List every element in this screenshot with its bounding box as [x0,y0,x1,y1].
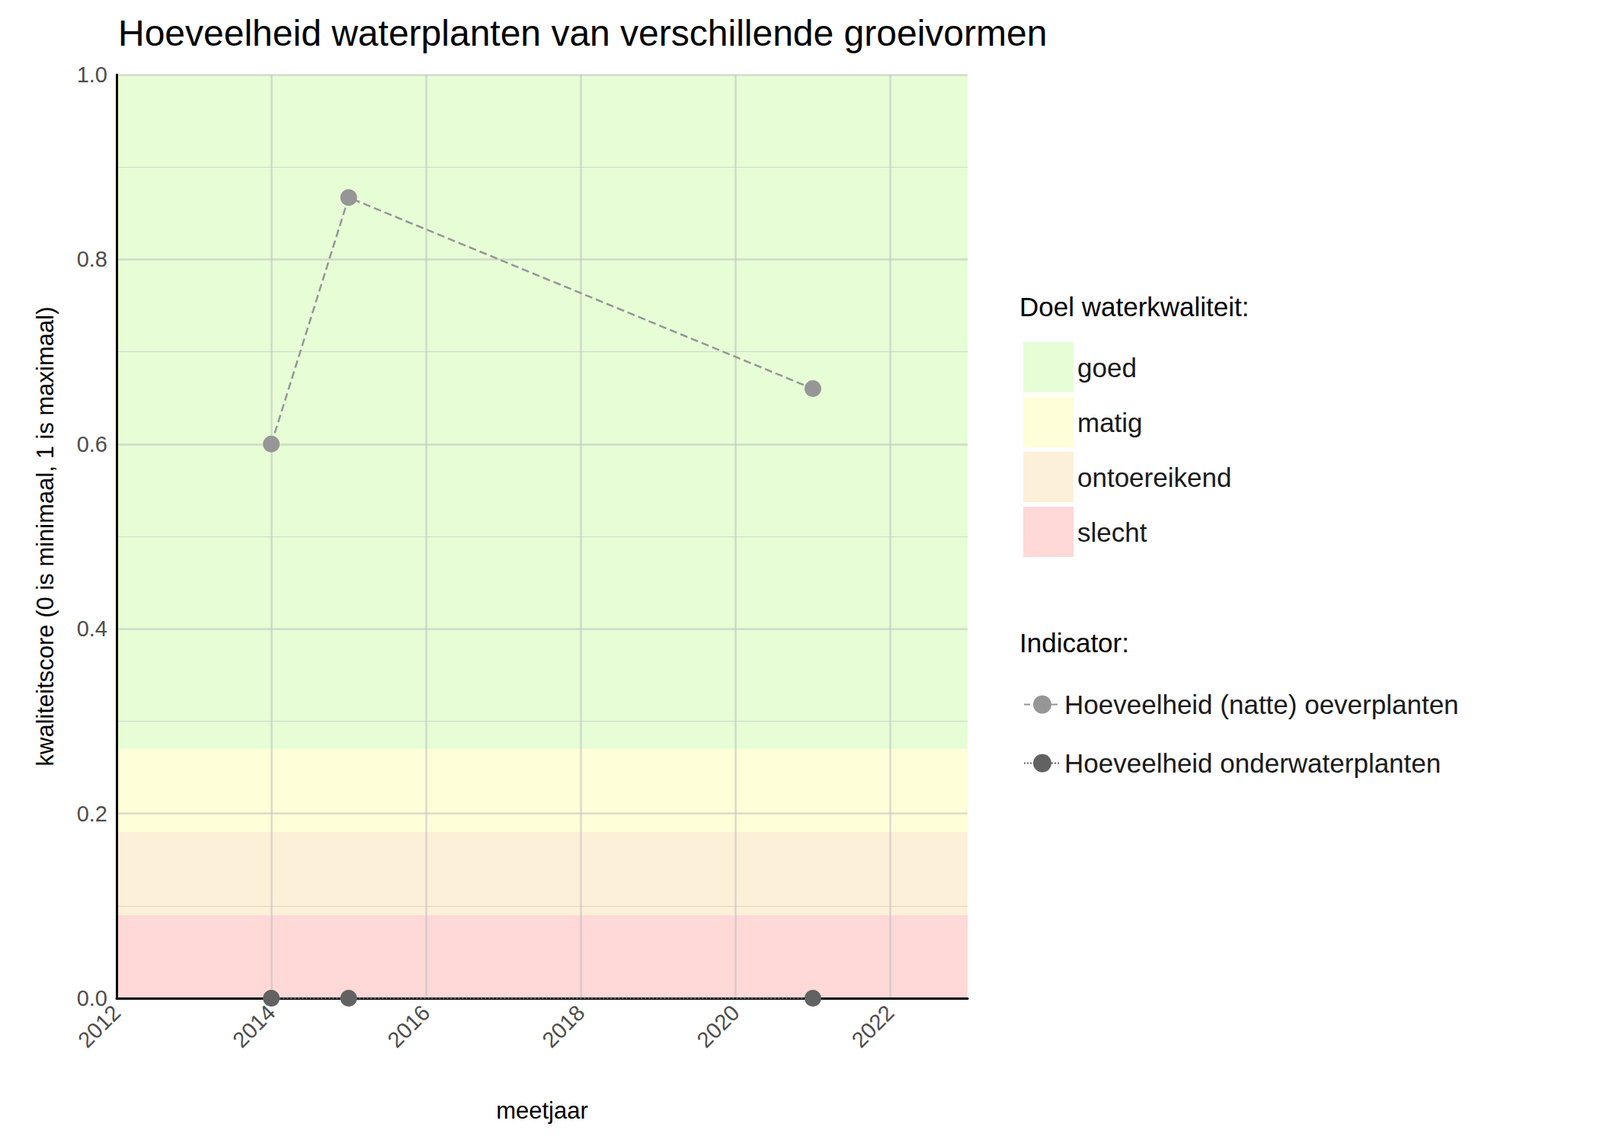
svg-text:slecht: slecht [1077,517,1148,548]
svg-text:0.8: 0.8 [76,246,108,272]
svg-text:ontoereikend: ontoereikend [1077,462,1232,493]
svg-text:Hoeveelheid waterplanten van v: Hoeveelheid waterplanten van verschillen… [118,12,1047,54]
svg-text:Hoeveelheid onderwaterplanten: Hoeveelheid onderwaterplanten [1064,748,1441,778]
svg-text:0.4: 0.4 [76,616,108,641]
svg-text:2020: 2020 [691,1000,744,1053]
svg-text:matig: matig [1077,407,1143,438]
svg-text:0.6: 0.6 [76,432,108,457]
svg-text:kwaliteitscore (0 is minimaal,: kwaliteitscore (0 is minimaal, 1 is maxi… [32,307,59,767]
svg-text:Hoeveelheid (natte) oeverplant: Hoeveelheid (natte) oeverplanten [1064,689,1460,720]
svg-text:2022: 2022 [847,1000,900,1053]
svg-text:goed: goed [1077,352,1137,383]
svg-text:2018: 2018 [537,1000,589,1053]
svg-text:0.0: 0.0 [76,985,108,1011]
svg-text:1.0: 1.0 [76,62,108,87]
svg-text:2016: 2016 [382,1000,435,1053]
svg-text:meetjaar: meetjaar [496,1097,589,1124]
svg-text:Doel waterkwaliteit:: Doel waterkwaliteit: [1019,291,1250,322]
svg-text:2012: 2012 [73,1000,125,1053]
svg-text:Indicator:: Indicator: [1019,627,1130,658]
svg-text:2014: 2014 [227,1000,280,1053]
svg-text:0.2: 0.2 [76,801,108,826]
